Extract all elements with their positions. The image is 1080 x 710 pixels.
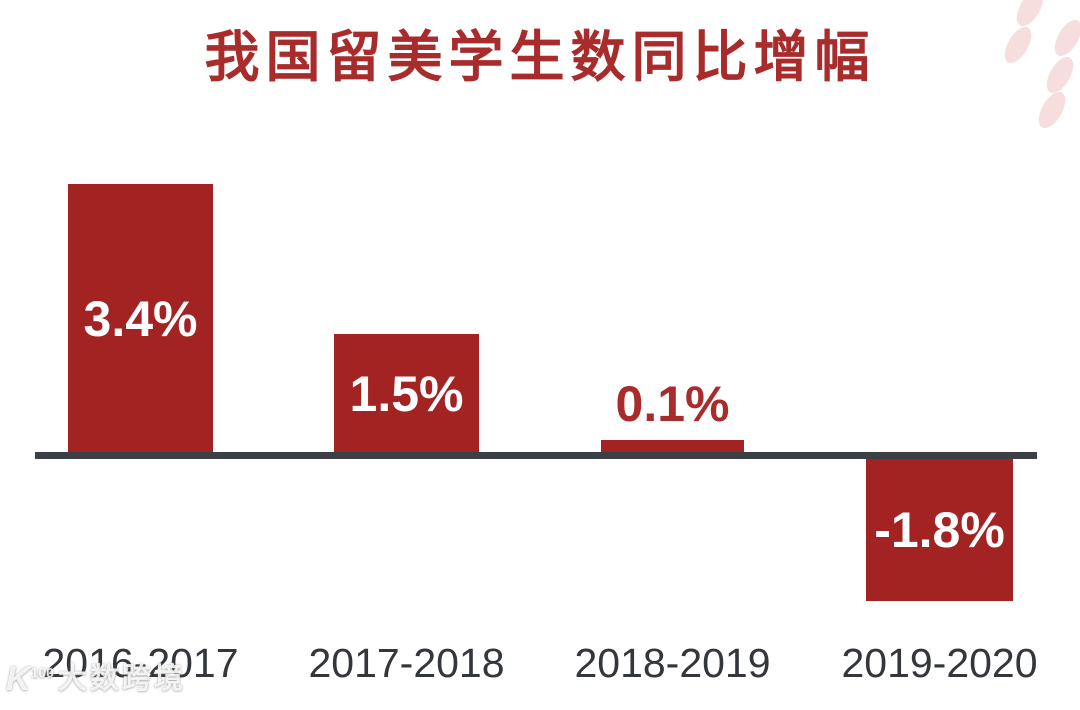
bar-2017-2018: 1.5% bbox=[334, 334, 479, 453]
bar-value-label: 0.1% bbox=[615, 376, 730, 432]
bar-value-label: 1.5% bbox=[349, 365, 464, 422]
bar-2018-2019 bbox=[601, 440, 744, 453]
watermark-logo-icon: K100 bbox=[6, 662, 54, 696]
watermark-logo-sup: 100 bbox=[30, 664, 54, 681]
chart-title: 我国留美学生数同比增幅 bbox=[204, 26, 876, 88]
bar-value-label: -1.8% bbox=[874, 502, 1005, 558]
bar-2016-2017: 3.4% bbox=[68, 184, 213, 453]
watermark: K100 大数跨境 bbox=[6, 662, 186, 696]
x-axis-label-2016-2017: 2016-2017 bbox=[42, 640, 239, 686]
x-axis-label-2019-2020: 2019-2020 bbox=[841, 640, 1038, 686]
bar-value-label: 3.4% bbox=[83, 290, 198, 347]
bar-2019-2020: -1.8% bbox=[866, 459, 1013, 601]
petal-icon bbox=[1033, 87, 1071, 133]
watermark-text: 大数跨境 bbox=[57, 663, 186, 696]
watermark-logo-letter: K bbox=[6, 660, 31, 698]
x-axis-label-2017-2018: 2017-2018 bbox=[308, 640, 505, 686]
x-axis-label-2018-2019: 2018-2019 bbox=[574, 640, 771, 686]
x-axis-line bbox=[35, 452, 1037, 459]
